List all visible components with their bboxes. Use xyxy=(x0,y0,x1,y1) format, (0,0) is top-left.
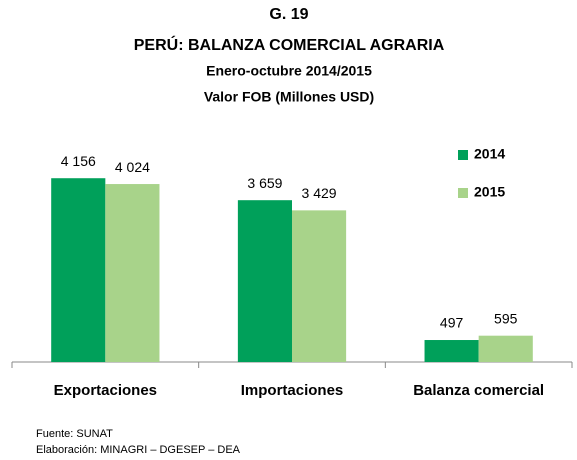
bar xyxy=(51,178,106,362)
value-label: 3 659 xyxy=(247,175,282,191)
value-label: 3 429 xyxy=(302,185,337,201)
chart-subtitle: Valor FOB (Millones USD) xyxy=(204,89,374,105)
x-tick-label: Balanza comercial xyxy=(413,382,544,399)
bar xyxy=(237,200,292,362)
chart-subtitle: PERÚ: BALANZA COMERCIAL AGRARIA xyxy=(134,35,445,54)
chart-title: G. 19 xyxy=(269,6,308,23)
value-label: 4 024 xyxy=(115,159,150,175)
chart-subtitle: Enero-octubre 2014/2015 xyxy=(206,63,372,79)
bar xyxy=(292,210,347,362)
value-label: 4 156 xyxy=(61,153,96,169)
x-tick-label: Importaciones xyxy=(241,382,344,399)
source-note: Elaboración: MINAGRI – DGESEP – DEA xyxy=(36,444,241,456)
value-label: 497 xyxy=(440,315,464,331)
legend-label: 2015 xyxy=(474,184,505,200)
source-note: Fuente: SUNAT xyxy=(36,428,113,440)
bar xyxy=(478,335,533,362)
x-tick-label: Exportaciones xyxy=(54,382,157,399)
bar xyxy=(105,184,160,362)
legend-swatch xyxy=(458,150,468,160)
legend-label: 2014 xyxy=(474,146,505,162)
value-label: 595 xyxy=(494,310,518,326)
bar xyxy=(424,340,479,362)
legend-swatch xyxy=(458,188,468,198)
